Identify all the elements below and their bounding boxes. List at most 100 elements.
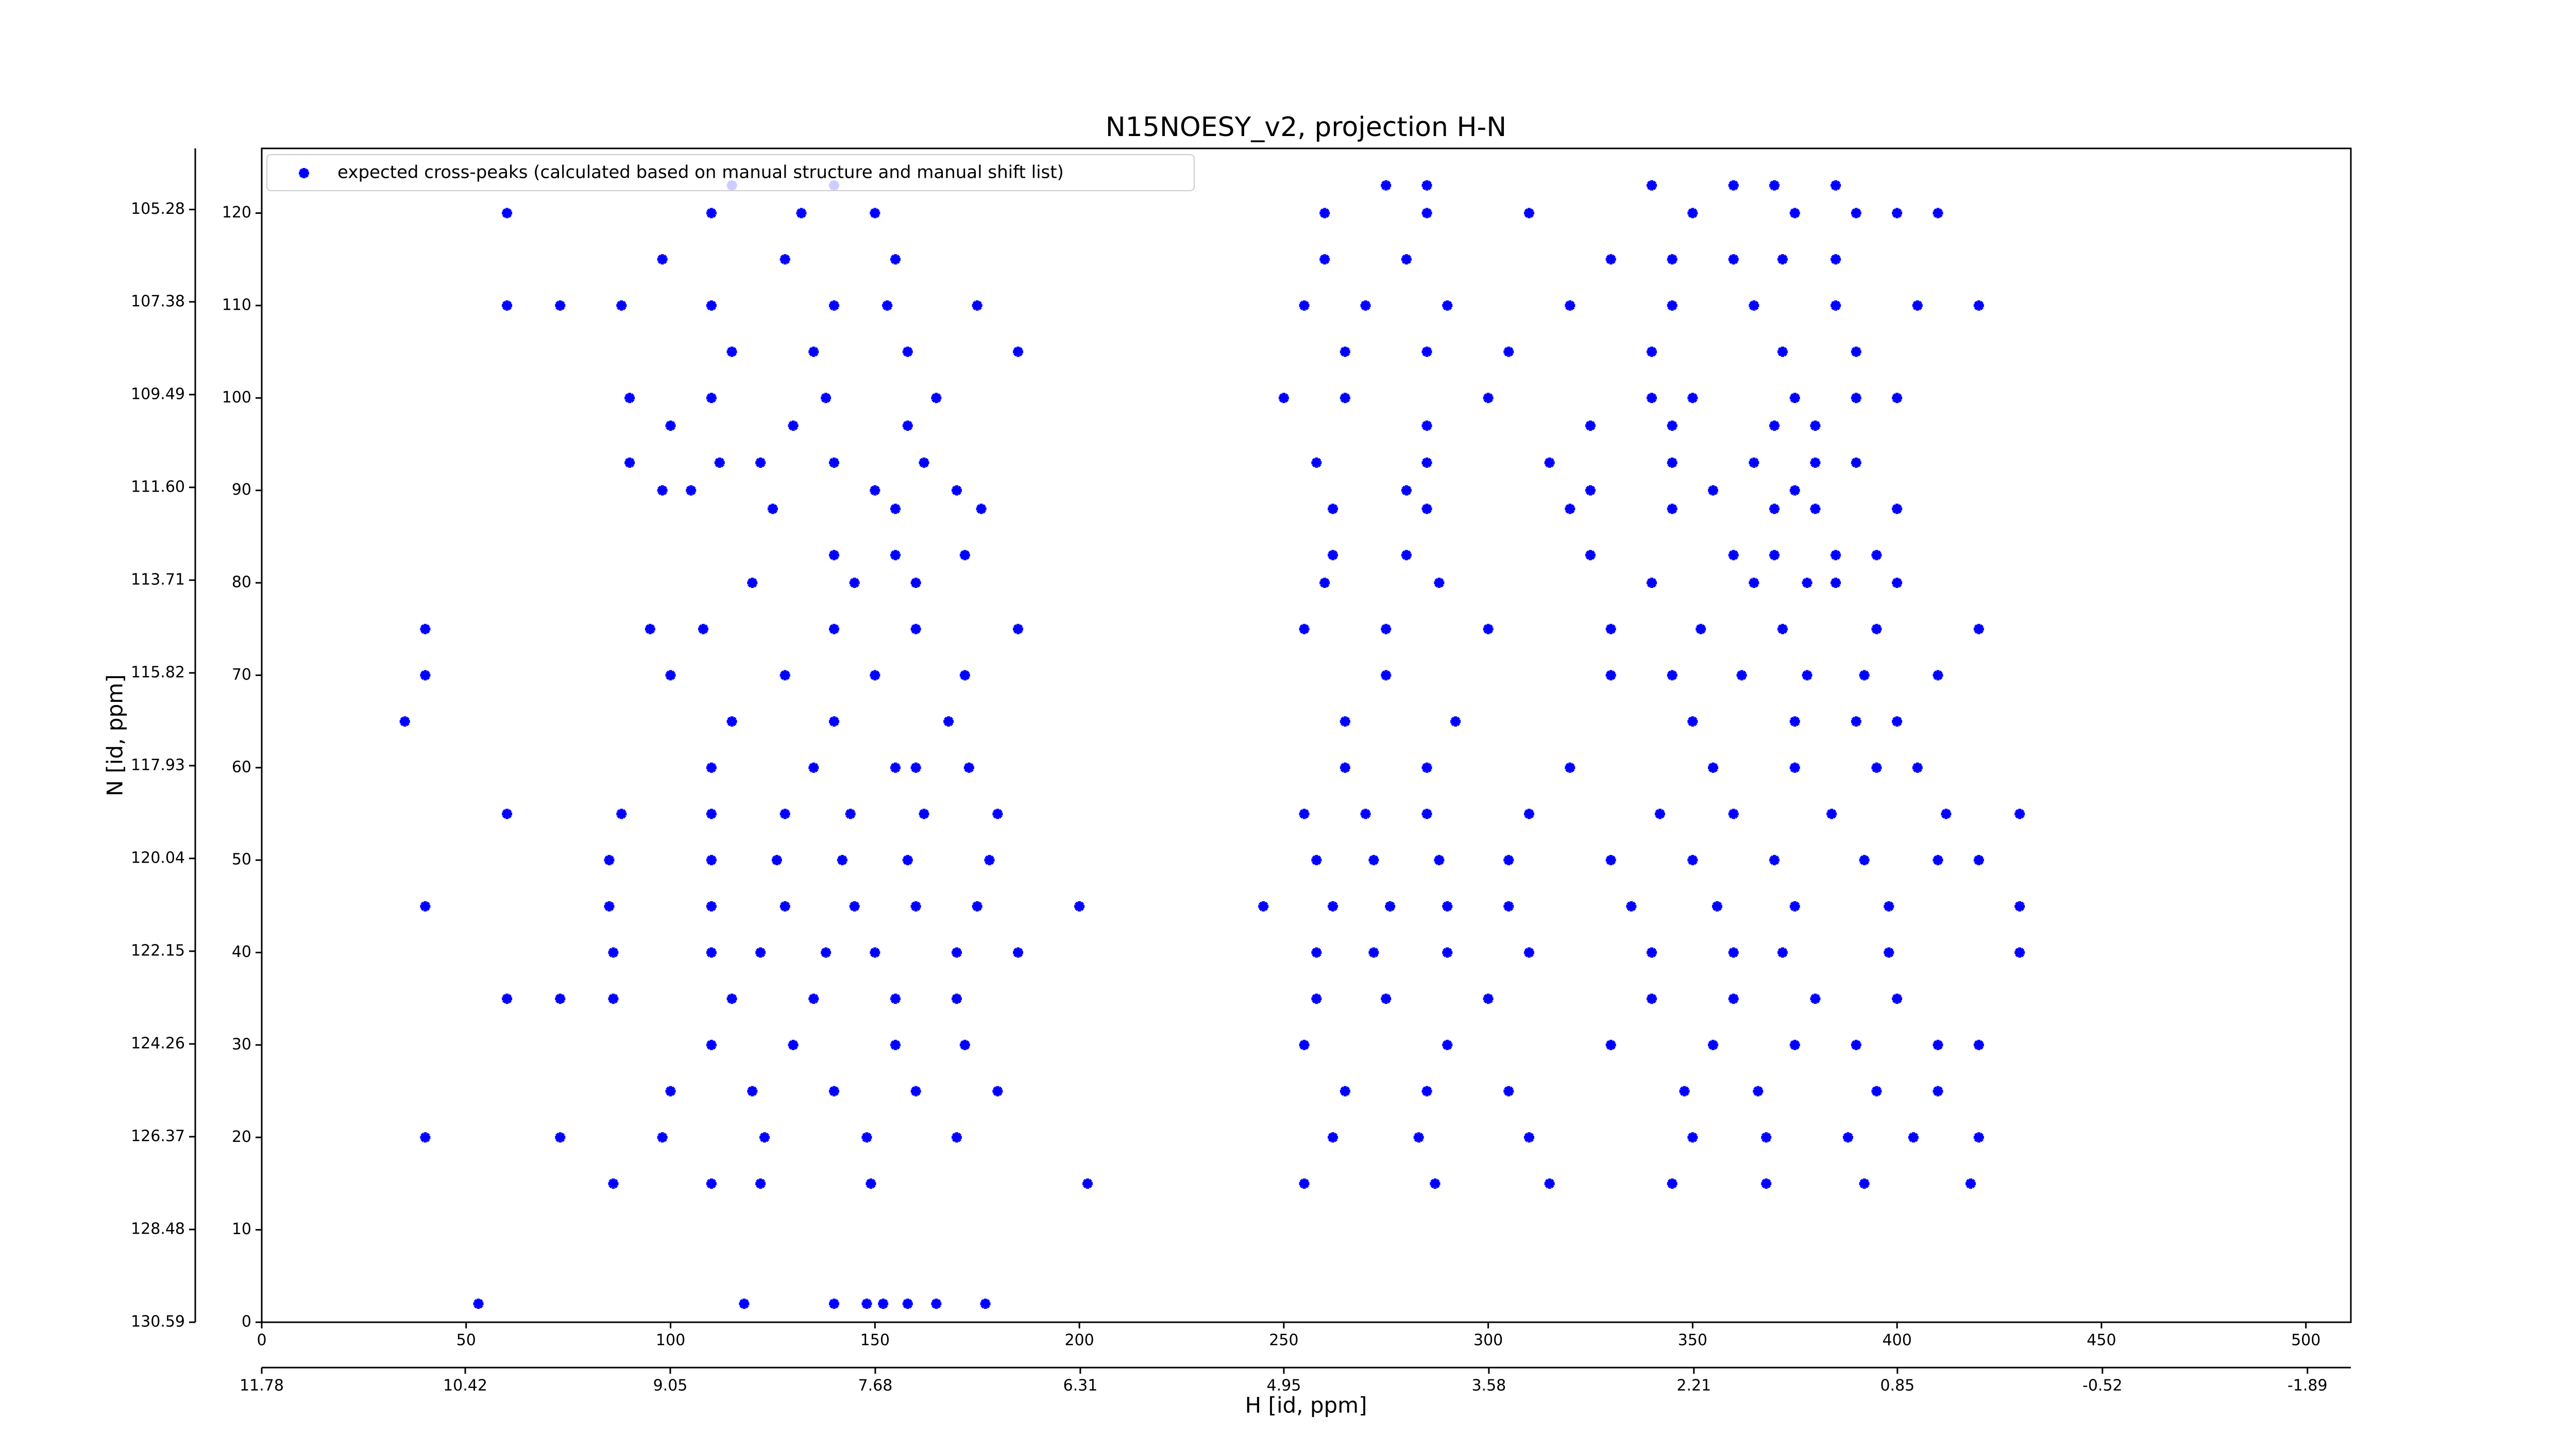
cross-peak [1421, 208, 1432, 218]
y2-tick-label: 122.15 [131, 941, 185, 959]
cross-peak [1789, 208, 1800, 218]
cross-peak [706, 855, 717, 866]
x-tick-label: 50 [456, 1332, 476, 1350]
cross-peak [1442, 947, 1453, 958]
cross-peak [976, 503, 987, 514]
cross-peak [1654, 808, 1665, 819]
cross-peak [1831, 180, 1841, 191]
cross-peak [1311, 457, 1322, 468]
cross-peak [686, 485, 697, 496]
cross-peak [1421, 762, 1432, 773]
cross-peak [1328, 503, 1338, 514]
cross-peak [1749, 300, 1759, 311]
y-tick-label: 110 [222, 296, 251, 314]
cross-peak [1871, 624, 1882, 634]
y2-tick-label: 117.93 [131, 756, 185, 774]
cross-peak [1687, 208, 1698, 218]
cross-peak [616, 300, 627, 311]
cross-peak [747, 1086, 758, 1097]
cross-peak [502, 808, 513, 819]
cross-peak [1769, 180, 1780, 191]
y-tick-label: 120 [222, 204, 251, 222]
cross-peak [910, 901, 921, 912]
cross-peak [919, 808, 929, 819]
cross-peak [828, 550, 839, 561]
cross-peak [890, 762, 901, 773]
cross-peak [1340, 346, 1350, 357]
y-tick-label: 50 [232, 851, 251, 869]
cross-peak [706, 901, 717, 912]
cross-peak [866, 1178, 876, 1189]
cross-peak [1728, 254, 1739, 265]
cross-peak [1421, 503, 1432, 514]
cross-peak [1831, 550, 1841, 561]
cross-peak [1368, 947, 1379, 958]
cross-peak [1299, 808, 1310, 819]
cross-peak [1647, 346, 1657, 357]
cross-peak [767, 503, 778, 514]
cross-peak [870, 947, 880, 958]
x-tick-label: 150 [860, 1332, 890, 1350]
cross-peak [1368, 855, 1379, 866]
cross-peak [739, 1299, 750, 1309]
cross-peak [1884, 901, 1894, 912]
cross-peak [604, 901, 615, 912]
cross-peak [1728, 550, 1739, 561]
cross-peak [1340, 762, 1350, 773]
y-tick-label: 80 [232, 574, 251, 592]
cross-peak [1933, 1039, 1943, 1050]
cross-peak [1851, 1039, 1861, 1050]
cross-peak [1696, 624, 1706, 634]
points [399, 180, 2025, 1309]
cross-peak [1605, 254, 1616, 265]
cross-peak [931, 1299, 942, 1309]
cross-peak [972, 901, 982, 912]
cross-peak [1340, 716, 1350, 727]
cross-peak [1013, 346, 1024, 357]
cross-peak [747, 578, 758, 588]
cross-peak [1761, 1178, 1772, 1189]
cross-peak [1769, 550, 1780, 561]
cross-peak [1074, 901, 1085, 912]
cross-peak [1442, 300, 1453, 311]
cross-peak [1585, 485, 1596, 496]
cross-peak [608, 993, 619, 1004]
cross-peak [502, 300, 513, 311]
cross-peak [1973, 1132, 1984, 1143]
cross-peak [1777, 254, 1788, 265]
cross-peak [1434, 578, 1445, 588]
cross-peak [706, 1178, 717, 1189]
cross-peak [1777, 346, 1788, 357]
x-tick-label: 250 [1269, 1332, 1298, 1350]
cross-peak [1667, 1178, 1677, 1189]
cross-peak [902, 855, 913, 866]
x2-tick-label: 4.95 [1267, 1377, 1301, 1395]
cross-peak [1483, 624, 1494, 634]
cross-peak [980, 1299, 991, 1309]
cross-peak [1851, 716, 1861, 727]
cross-peak [1892, 503, 1903, 514]
x2-tick-label: -1.89 [2287, 1377, 2328, 1395]
x2-tick-label: 2.21 [1676, 1377, 1711, 1395]
cross-peak [1908, 1132, 1919, 1143]
cross-peak [1933, 855, 1943, 866]
cross-peak [1401, 550, 1412, 561]
cross-peak [1736, 670, 1747, 681]
cross-peak [1013, 624, 1024, 634]
cross-peak [1647, 393, 1657, 403]
x2-tick-label: 10.42 [443, 1377, 487, 1395]
y-tick-label: 60 [232, 758, 251, 776]
cross-peak [1973, 300, 1984, 311]
y2-tick-label: 126.37 [131, 1127, 185, 1145]
cross-peak [1647, 578, 1657, 588]
y-tick-label: 30 [232, 1035, 251, 1053]
cross-peak [1605, 855, 1616, 866]
x2-tick-label: 6.31 [1063, 1377, 1097, 1395]
cross-peak [1851, 457, 1861, 468]
cross-peak [1769, 855, 1780, 866]
cross-peak [1413, 1132, 1424, 1143]
x-tick-label: 400 [1883, 1332, 1912, 1350]
cross-peak [910, 624, 921, 634]
y-axis-label: N [id, ppm] [103, 675, 128, 797]
cross-peak [1421, 808, 1432, 819]
